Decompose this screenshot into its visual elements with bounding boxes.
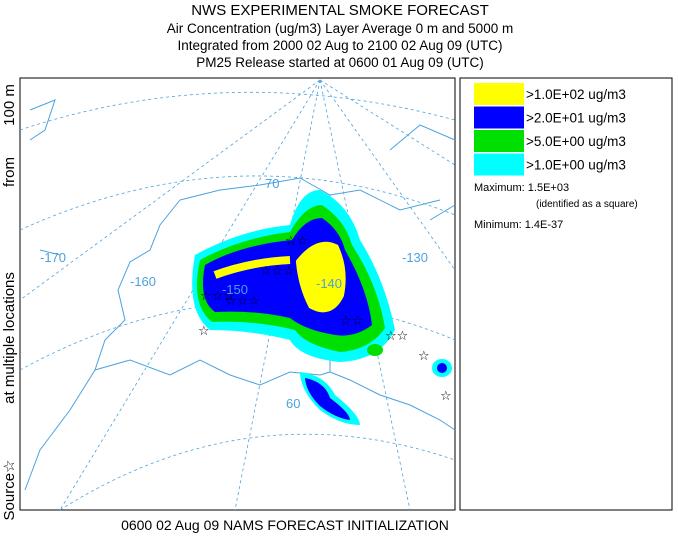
map: ☆☆☆ ☆☆☆ ☆☆☆ ☆☆ ☆☆ ☆☆ ☆ ☆ ☆ -170-160-150-… xyxy=(19,77,456,511)
grid-label: -150 xyxy=(222,282,248,297)
grid-label: -170 xyxy=(40,250,66,265)
legend-label: >1.0E+02 ug/m3 xyxy=(526,87,626,102)
side-text: from xyxy=(1,157,18,187)
lon-line xyxy=(319,79,411,511)
source-star: ☆ xyxy=(440,388,452,403)
minimum: Minimum: 1.4E-37 xyxy=(474,219,563,231)
plume-level xyxy=(305,378,350,420)
side-text: at multiple locations xyxy=(1,272,18,404)
source-star: ☆☆☆ xyxy=(260,263,295,278)
plume xyxy=(192,190,452,425)
lon-line xyxy=(234,79,321,511)
legend-swatch xyxy=(474,130,524,152)
side-text: 100 m xyxy=(1,84,18,126)
coast xyxy=(94,359,331,386)
legend-swatch xyxy=(474,153,524,176)
maximum: Maximum: 1.5E+03 xyxy=(474,182,569,194)
source-star: ☆☆☆ xyxy=(200,288,235,303)
legend-label: >5.0E+00 ug/m3 xyxy=(526,134,626,149)
plume-level xyxy=(437,363,447,373)
lon-line xyxy=(319,79,456,271)
sources: ☆☆☆ ☆☆☆ ☆☆☆ ☆☆ ☆☆ ☆☆ ☆ ☆ ☆ xyxy=(198,233,452,403)
coast xyxy=(329,189,441,211)
legend-swatch xyxy=(474,83,524,105)
lat-line xyxy=(59,433,456,511)
max-note: (identified as a square) xyxy=(536,199,638,210)
source-star: ☆☆ xyxy=(285,233,308,248)
grid-label: -140 xyxy=(316,276,342,291)
legend-items: >1.0E+02 ug/m3 >2.0E+01 ug/m3 >5.0E+00 ug/… xyxy=(474,83,626,176)
plume-level xyxy=(367,344,383,356)
legend-swatch xyxy=(474,106,524,129)
coast xyxy=(29,99,456,256)
source-star: ☆☆ xyxy=(340,313,363,328)
grid-label: 70 xyxy=(265,176,279,191)
side-label: Source☆ at multiple locations from 100 m xyxy=(1,84,18,520)
legend-label: >1.0E+00 ug/m3 xyxy=(526,158,626,173)
grid-label: -160 xyxy=(130,274,156,289)
footer: 0600 02 Aug 09 NAMS FORECAST INITIALIZAT… xyxy=(121,517,449,533)
grid-label: 60 xyxy=(286,396,300,411)
coast xyxy=(24,199,181,491)
source-star: ☆ xyxy=(198,323,210,338)
lon-line xyxy=(319,79,456,166)
grid-labels: -170 -160 -150 -140 -130 70 60 xyxy=(40,176,428,411)
plume-level xyxy=(213,241,346,313)
subtitle: PM25 Release started at 0600 01 Aug 09 (… xyxy=(196,55,483,70)
title: NWS EXPERIMENTAL SMOKE FORECAST xyxy=(191,2,489,19)
source-star: ☆☆ xyxy=(385,328,408,343)
coastline xyxy=(24,99,456,491)
lat-line xyxy=(19,91,456,131)
legend-label: >2.0E+01 ug/m3 xyxy=(526,111,626,126)
source-star: ☆ xyxy=(418,348,430,363)
grid-label: -130 xyxy=(402,250,428,265)
side-text: Source☆ xyxy=(1,460,18,521)
lat-line xyxy=(19,175,456,231)
graticule xyxy=(19,79,456,511)
subtitle: Air Concentration (ug/m3) Layer Average … xyxy=(167,21,513,36)
lon-line xyxy=(19,79,321,301)
source-star: ☆☆☆ xyxy=(225,293,260,308)
legend: >1.0E+02 ug/m3 >2.0E+01 ug/m3 >5.0E+00 ug/… xyxy=(459,77,673,511)
subtitle: Integrated from 2000 02 Aug to 2100 02 A… xyxy=(178,38,503,53)
